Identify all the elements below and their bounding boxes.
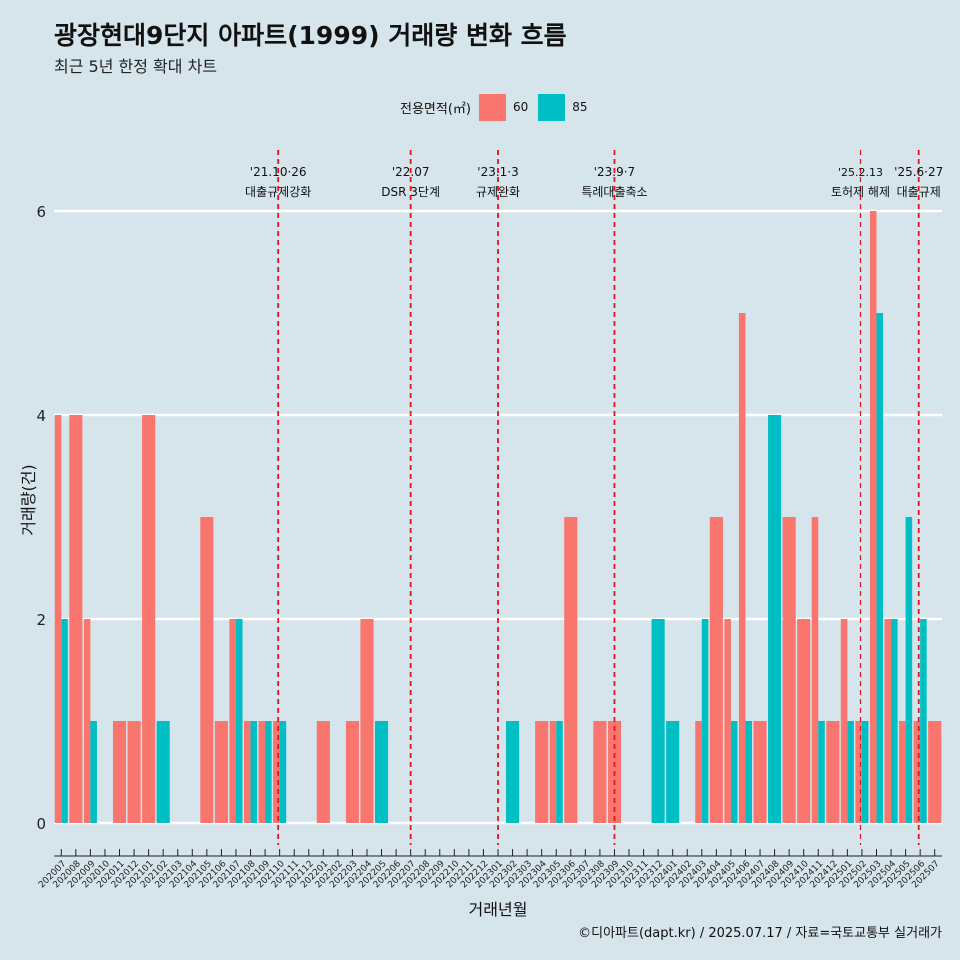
bar-60-202110 — [273, 721, 280, 823]
bar-60-202105 — [200, 517, 214, 823]
bar-60-202109 — [258, 721, 266, 823]
bar-85-202110 — [279, 721, 287, 823]
event-date: '23.9·7 — [594, 165, 635, 179]
bar-60-202505 — [899, 721, 906, 823]
bar-85-202205 — [374, 721, 389, 823]
bar-60-202106 — [214, 721, 228, 823]
chart-subtitle: 최근 5년 한정 확대 차트 — [54, 57, 218, 76]
y-tick-label: 2 — [36, 611, 46, 629]
bar-85-202408 — [768, 415, 782, 823]
event-date: '23.1·3 — [477, 165, 518, 179]
bar-85-202502 — [861, 721, 869, 823]
bar-60-202406 — [738, 313, 746, 823]
bar-60-202404 — [709, 517, 723, 823]
bar-85-202007 — [61, 619, 68, 823]
bar-85-202102 — [156, 721, 170, 823]
bar-60-202407 — [753, 721, 767, 823]
source-caption: ©디아파트(dapt.kr) / 2025.07.17 / 자료=국토교통부 실… — [578, 926, 942, 941]
bar-85-202501 — [847, 721, 854, 823]
bar-85-202403 — [701, 619, 709, 823]
bar-85-202312 — [651, 619, 665, 823]
y-tick-label: 6 — [36, 203, 46, 221]
legend: 전용면적(㎡) 60 85 — [400, 93, 598, 121]
bar-85-202109 — [265, 721, 272, 823]
bar-85-202503 — [876, 313, 884, 823]
bar-60-202007 — [54, 415, 62, 823]
bar-60-202409 — [782, 517, 796, 823]
bar-60-202502 — [855, 721, 862, 823]
bar-85-202505 — [905, 517, 913, 823]
legend-label-85: 85 — [572, 100, 588, 114]
bar-60-202107 — [229, 619, 236, 823]
y-tick-label: 0 — [36, 815, 46, 833]
bar-60-202410 — [797, 619, 811, 823]
bar-85-202108 — [250, 721, 258, 823]
event-date: '25.2.13 — [838, 166, 883, 179]
x-axis-title: 거래년월 — [469, 900, 528, 919]
y-tick-label: 4 — [36, 407, 46, 425]
bar-85-202009 — [90, 721, 97, 823]
bar-60-202101 — [142, 415, 156, 823]
bar-60-202411 — [811, 517, 819, 823]
bar-60-202108 — [243, 721, 251, 823]
event-date: '22.07 — [392, 165, 430, 179]
bar-60-202012 — [127, 721, 141, 823]
legend-swatch-85 — [538, 93, 566, 121]
bar-60-202009 — [83, 619, 91, 823]
bar-60-202305 — [549, 721, 557, 823]
bar-60-202304 — [535, 721, 549, 823]
event-label: 토허제 해제 — [831, 185, 890, 199]
bar-60-202506 — [913, 721, 921, 823]
bar-85-202107 — [235, 619, 243, 823]
bar-60-202203 — [345, 721, 359, 823]
bar-60-202204 — [360, 619, 374, 823]
bar-85-202305 — [556, 721, 563, 823]
bar-85-202411 — [818, 721, 825, 823]
bar-60-202403 — [695, 721, 702, 823]
event-label: 특례대출축소 — [581, 185, 647, 199]
event-label: DSR 3단계 — [381, 185, 440, 199]
bar-85-202405 — [730, 721, 738, 823]
event-label: 대출규제 — [897, 185, 941, 199]
legend-swatch-60 — [478, 93, 506, 121]
bar-85-202302 — [506, 721, 520, 823]
chart-title: 광장현대9단지 아파트(1999) 거래량 변화 흐름 — [54, 21, 567, 50]
bar-60-202308 — [593, 721, 607, 823]
bar-60-202504 — [884, 619, 892, 823]
event-date: '25.6·27 — [894, 165, 943, 179]
event-label: 대출규제강화 — [245, 185, 311, 199]
event-label: 규제완화 — [476, 185, 520, 199]
bar-60-202503 — [869, 211, 877, 823]
bar-60-202306 — [564, 517, 578, 823]
bar-60-202507 — [928, 721, 942, 823]
bar-60-202412 — [826, 721, 840, 823]
bar-85-202504 — [891, 619, 898, 823]
bar-60-202501 — [840, 619, 848, 823]
bar-60-202201 — [316, 721, 330, 823]
bar-85-202406 — [745, 721, 753, 823]
bar-85-202506 — [920, 619, 927, 823]
bar-60-202011 — [112, 721, 127, 823]
bar-60-202008 — [69, 415, 83, 823]
legend-label-60: 60 — [512, 100, 529, 114]
legend-title: 전용면적(㎡) — [400, 101, 471, 117]
event-date: '21.10·26 — [250, 165, 307, 179]
bar-60-202405 — [724, 619, 731, 823]
bar-85-202401 — [666, 721, 680, 823]
y-axis-title: 거래량(건) — [19, 464, 38, 535]
